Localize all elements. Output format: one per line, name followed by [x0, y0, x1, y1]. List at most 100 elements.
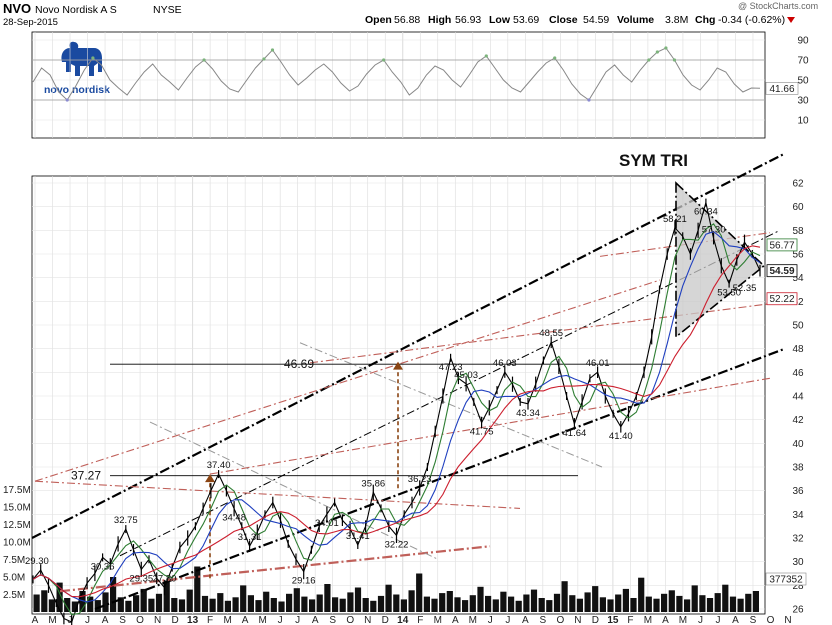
volume-bar [102, 592, 109, 612]
volume-bar [370, 600, 377, 612]
exchange-label: NYSE [153, 4, 182, 16]
volume-bar [48, 599, 55, 612]
volume-bar [309, 599, 316, 612]
volume-bar [362, 598, 369, 612]
ma-medium-line [32, 230, 761, 603]
volume-bar [377, 595, 385, 612]
x-tick-label: M [469, 615, 477, 625]
volume-bar [41, 590, 48, 612]
x-tick-label: A [732, 615, 739, 625]
volume-bar [332, 597, 339, 612]
volume-bar [676, 595, 683, 612]
price-annotation: 29.16 [292, 576, 316, 587]
volume-bar [737, 598, 744, 612]
volume-bar [71, 601, 78, 612]
volume-bar [178, 599, 186, 612]
chart-date: 28-Sep-2015 [3, 17, 58, 28]
price-annotation: 41.64 [563, 428, 587, 439]
volume-bar [638, 577, 645, 612]
logo-text: novo nordisk [44, 84, 110, 96]
close-label: Close [549, 14, 578, 26]
volume-tick-label: 10.0M [3, 538, 31, 549]
rsi-overbought-point [672, 58, 677, 62]
pattern-title: SYM TRI [619, 151, 688, 170]
volume-bar [699, 595, 706, 612]
price-annotation: 45.03 [454, 370, 478, 381]
volume-bar [439, 593, 446, 612]
price-tick-label: 44 [792, 392, 804, 403]
volume-bar [339, 598, 346, 612]
volume-value-label: 377352 [769, 575, 803, 586]
volume-bar [117, 597, 124, 612]
volume-tick-label: 5.0M [3, 573, 25, 584]
volume-bar [469, 595, 476, 612]
volume-bar [87, 596, 94, 612]
price-tick-label: 50 [792, 321, 804, 332]
rsi-oversold-point [65, 98, 69, 102]
volume-bar [133, 595, 140, 612]
volume-bar [255, 600, 262, 612]
volume-value-tag [765, 572, 807, 586]
low-label: Low [489, 14, 511, 26]
x-tick-label: M [434, 615, 442, 625]
price-tag-label: 52.22 [769, 294, 794, 305]
rsi-overbought-point [484, 54, 488, 58]
price-tag-label: 54.59 [769, 266, 794, 277]
price-annotation: 41.40 [609, 431, 633, 442]
volume-label: Volume [617, 14, 654, 26]
price-tick-label: 40 [792, 439, 804, 450]
volume-bar [492, 599, 499, 612]
price-tick-label: 28 [792, 581, 804, 592]
x-tick-label: J [278, 615, 283, 625]
volume-bar [416, 573, 423, 612]
volume-bar [171, 598, 178, 612]
rsi-overbought-point [664, 46, 668, 50]
volume-tick-label: 7.5M [3, 555, 25, 566]
volume-bar [729, 596, 737, 612]
price-tick-label: 48 [792, 344, 804, 355]
x-tick-label: J [68, 615, 73, 625]
volume-bar [263, 591, 270, 612]
ohlc-summary: Open 56.88 High 56.93 Low 53.69 Close 54… [365, 14, 785, 26]
volume-bar [569, 595, 576, 612]
volume-bar [56, 582, 63, 612]
x-tick-label: M [48, 615, 56, 625]
price-panel [31, 175, 766, 615]
volume-bar [301, 596, 308, 612]
volume-bar [217, 593, 224, 612]
price-tag [766, 238, 798, 252]
rsi-line [32, 47, 761, 101]
x-tick-label: D [171, 615, 178, 625]
volume-bar [500, 591, 507, 612]
price-tick-label: 46 [792, 368, 804, 379]
level-label: 46.69 [284, 357, 314, 371]
price-annotation: 36.23 [408, 474, 432, 485]
volume-bar [538, 598, 545, 612]
fib-fan-line [209, 377, 771, 475]
rsi-tick-label: 50 [797, 76, 809, 87]
channel-lower-line [94, 347, 786, 611]
rsi-overbought-point [647, 58, 651, 62]
price-annotation: 29.30 [25, 556, 49, 567]
volume-bar [485, 595, 492, 612]
volume-bar [615, 594, 622, 612]
volume-bar [454, 597, 461, 612]
rsi-indicator: 41.66 [32, 46, 799, 102]
x-tick-label: M [644, 615, 652, 625]
price-annotation: 46.01 [586, 358, 610, 369]
x-tick-label: D [592, 615, 599, 625]
chg-label: Chg [695, 14, 715, 26]
volume-bars: 377352 [33, 566, 807, 612]
volume-bar [155, 593, 163, 612]
watermark: @ StockCharts.com [738, 1, 818, 11]
x-tick-label: A [102, 615, 109, 625]
x-tick-label: A [242, 615, 249, 625]
rsi-tick-label: 10 [797, 116, 809, 127]
volume-bar [354, 587, 362, 612]
price-tick-label: 26 [792, 605, 804, 616]
volume-bar [79, 591, 86, 612]
price-tick-label: 32 [792, 534, 804, 545]
price-annotation: 32.22 [385, 539, 409, 550]
volume-bar [347, 592, 354, 612]
x-tick-label: 13 [187, 615, 199, 625]
